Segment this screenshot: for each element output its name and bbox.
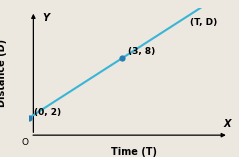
Text: O: O bbox=[22, 138, 29, 147]
Text: (0, 2): (0, 2) bbox=[34, 108, 61, 117]
Text: Time (T): Time (T) bbox=[111, 147, 157, 157]
Text: (T, D): (T, D) bbox=[190, 18, 217, 27]
Text: Distance (D): Distance (D) bbox=[0, 39, 7, 107]
Text: Y: Y bbox=[42, 13, 49, 23]
Text: (3, 8): (3, 8) bbox=[128, 47, 155, 57]
Text: X: X bbox=[223, 119, 231, 129]
